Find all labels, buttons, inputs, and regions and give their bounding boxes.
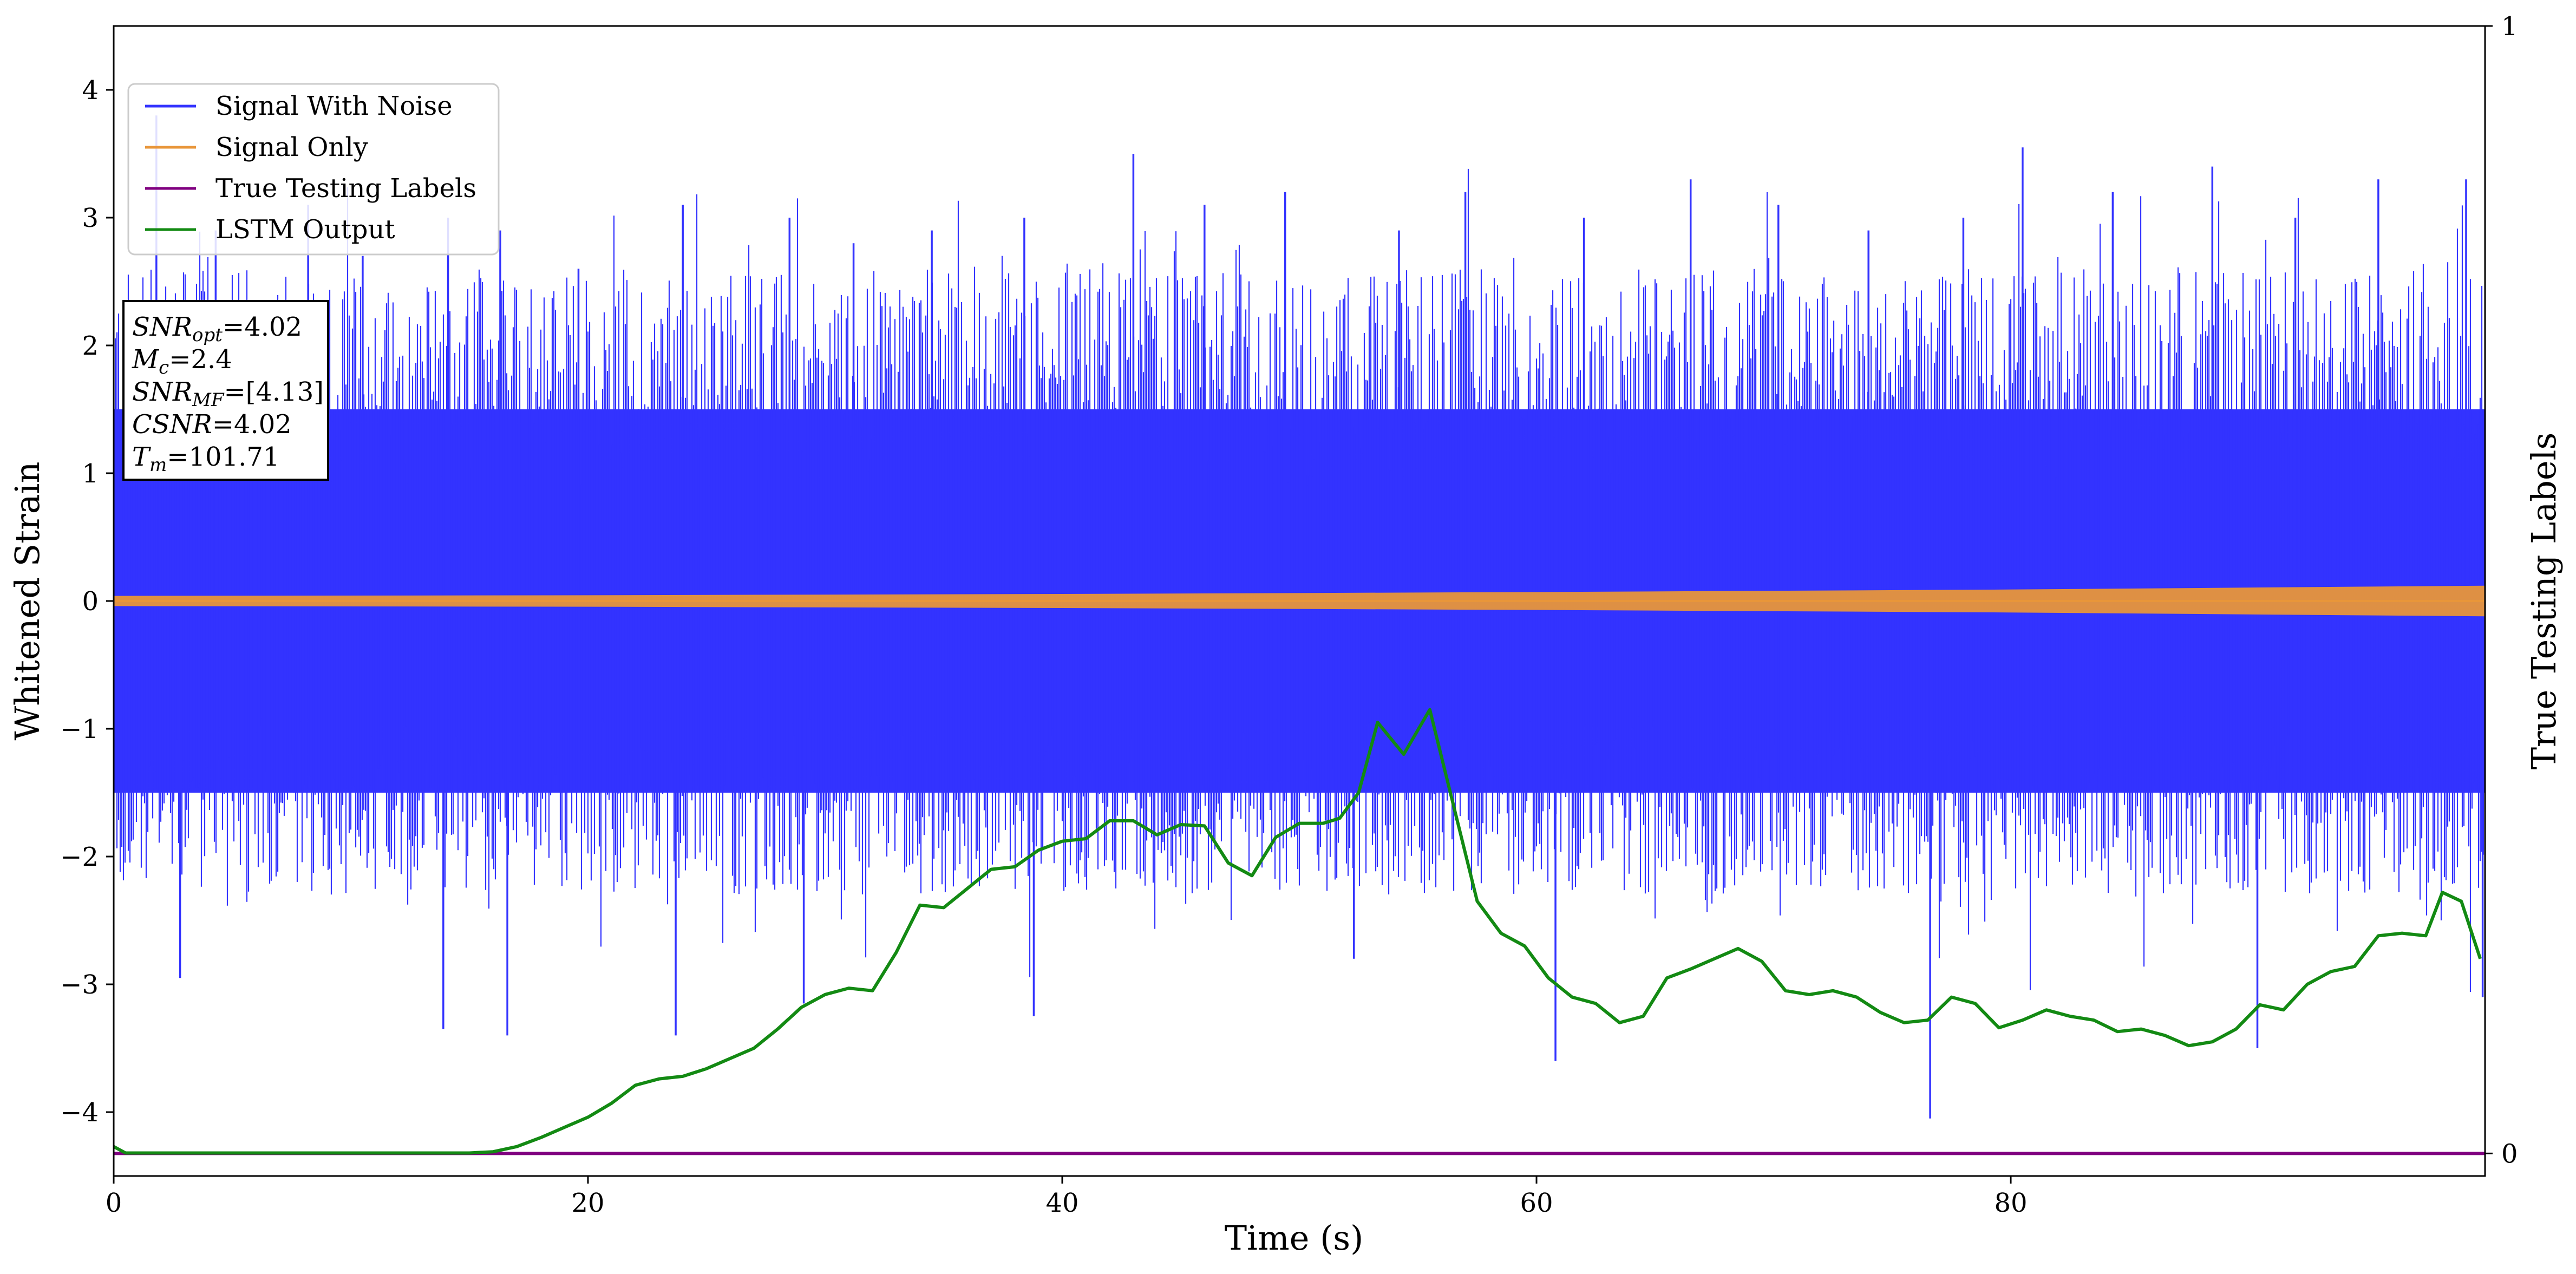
- series-signal-with-noise: [114, 115, 2485, 1119]
- y-tick-label: −1: [60, 714, 99, 744]
- info-line: CSNR=4.02: [132, 409, 292, 440]
- y-tick-label: 0: [82, 586, 99, 617]
- y-tick-label: −4: [60, 1097, 99, 1128]
- y-tick-label: 4: [82, 75, 99, 106]
- x-tick-label: 40: [1045, 1188, 1078, 1218]
- info-line: SNRopt=4.02: [132, 312, 302, 346]
- x-axis-ticks: 0 20 40 60 80: [106, 1176, 2028, 1218]
- y-tick-label: 2: [82, 331, 99, 361]
- x-tick-label: 20: [571, 1188, 604, 1218]
- y-tick-label: −2: [60, 842, 99, 872]
- info-line: Tm=101.71: [132, 442, 279, 476]
- series-lstm-output: [114, 708, 2482, 1155]
- y2-tick-label: 1: [2501, 11, 2518, 42]
- y2-axis-title: True Testing Labels: [2524, 433, 2564, 770]
- legend-label-signal-with-noise: Signal With Noise: [215, 91, 453, 121]
- y-axis-title: Whitened Strain: [8, 462, 47, 741]
- info-box-frame: [122, 300, 329, 481]
- series-signal-only: [114, 585, 2485, 617]
- noise-trace: [114, 168, 2485, 992]
- y-tick-label: 1: [82, 459, 99, 489]
- x-tick-label: 60: [1520, 1188, 1553, 1218]
- y2-tick-label: 0: [2501, 1139, 2518, 1169]
- y-tick-label: 3: [82, 203, 99, 233]
- y2-axis-ticks: 01: [2485, 11, 2518, 1169]
- info-line: Mc=2.4: [132, 344, 232, 378]
- lstm-line: [114, 708, 2482, 1155]
- info-box: SNRopt=4.02Mc=2.4SNRMF=[4.13]CSNR=4.02Tm…: [122, 300, 329, 481]
- legend-label-lstm-output: LSTM Output: [215, 214, 395, 245]
- x-tick-label: 0: [106, 1188, 122, 1218]
- x-tick-label: 80: [1994, 1188, 2027, 1218]
- legend: Signal With Noise Signal Only True Testi…: [127, 83, 500, 256]
- x-axis-title: Time (s): [1225, 1218, 1364, 1258]
- legend-box: [127, 83, 500, 256]
- y-tick-label: −3: [60, 970, 99, 1000]
- legend-label-true-testing-labels: True Testing Labels: [215, 173, 476, 204]
- y-axis-ticks: −4 −3 −2 −1 0 1 2 3 4: [60, 75, 114, 1128]
- info-line: SNRMF=[4.13]: [132, 377, 324, 411]
- legend-label-signal-only: Signal Only: [215, 132, 368, 162]
